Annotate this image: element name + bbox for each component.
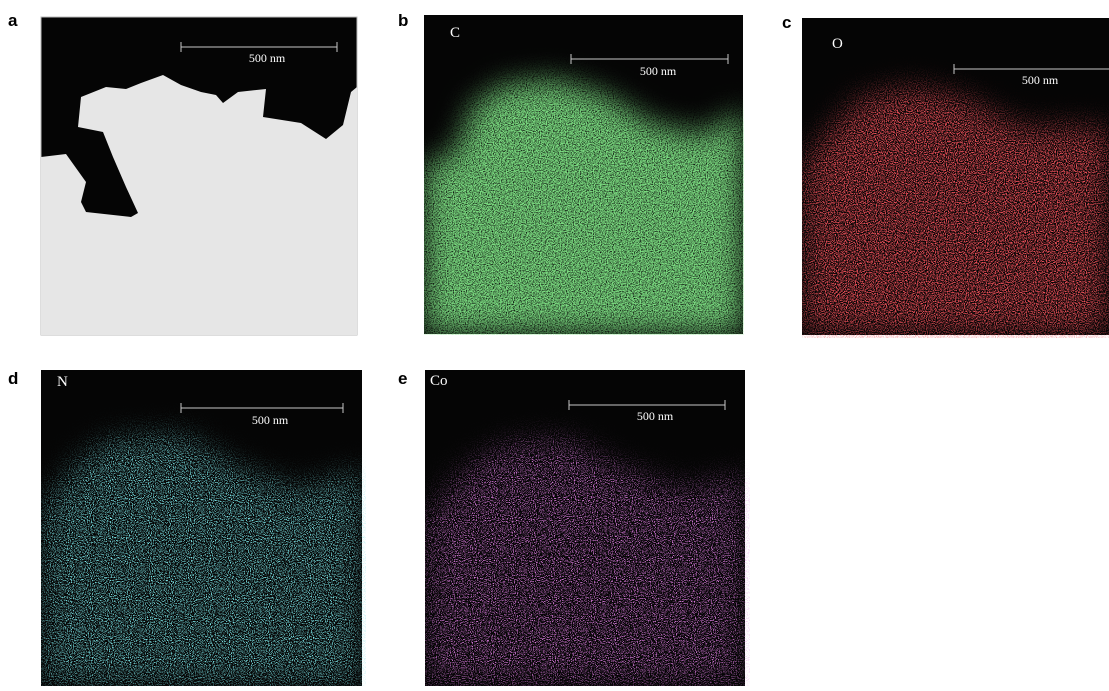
scale-bar-label: 500 nm: [640, 64, 677, 78]
element-label: Co: [430, 373, 448, 389]
scale-bar-label: 500 nm: [1022, 73, 1059, 87]
oxygen-map: O 500 nm: [802, 18, 1109, 335]
panel-label: c: [782, 13, 791, 32]
scale-bar-label: 500 nm: [252, 413, 289, 427]
haadf-image: 500 nm: [41, 17, 357, 335]
nitrogen-map: N 500 nm: [41, 370, 362, 686]
panel-label: b: [398, 11, 408, 30]
panel-label: a: [8, 11, 18, 30]
panel-a: a 500 nm: [8, 11, 357, 335]
scale-bar-label: 500 nm: [637, 409, 674, 423]
scale-bar-label: 500 nm: [249, 51, 286, 65]
panel-d: d N 500 nm: [8, 369, 362, 686]
element-label: O: [832, 36, 843, 52]
cobalt-map: Co 500 nm: [425, 370, 745, 686]
figure: a 500 nm b C 500 nm c O 500 nm: [0, 0, 1109, 686]
element-label: N: [57, 374, 68, 390]
panel-c: c O 500 nm: [782, 13, 1109, 335]
panel-b: b C 500 nm: [398, 11, 743, 334]
panel-label: d: [8, 369, 18, 388]
panel-e: e Co 500 nm: [398, 369, 745, 686]
element-label: C: [450, 25, 460, 41]
panel-label: e: [398, 369, 407, 388]
carbon-map: C 500 nm: [424, 15, 743, 334]
